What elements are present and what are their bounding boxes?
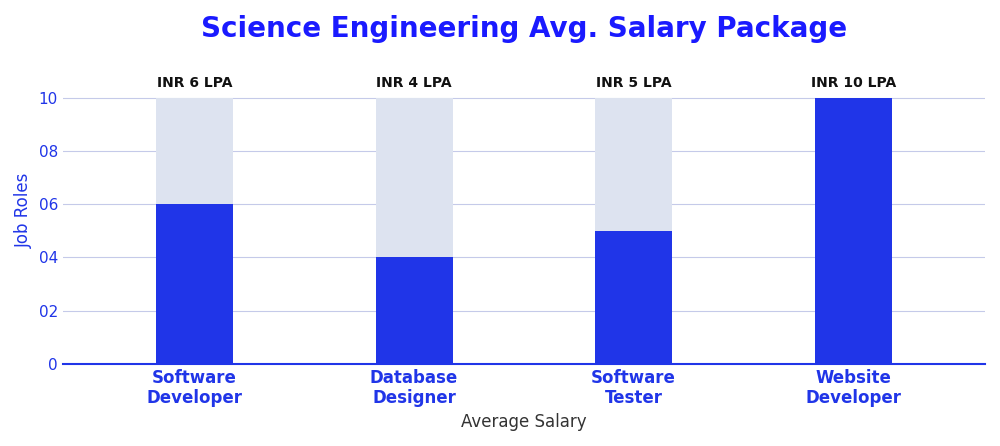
Bar	[376, 257, 453, 364]
Title: Science Engineering Avg. Salary Package: Science Engineering Avg. Salary Package	[201, 15, 847, 43]
Y-axis label: Job Roles: Job Roles	[15, 173, 33, 248]
X-axis label: Average Salary: Average Salary	[461, 413, 587, 431]
Bar	[595, 231, 672, 364]
Bar	[156, 204, 233, 364]
Text: INR 10 LPA: INR 10 LPA	[811, 76, 896, 90]
Text: INR 5 LPA: INR 5 LPA	[596, 76, 671, 90]
Bar	[376, 98, 453, 364]
Bar	[815, 98, 892, 364]
Bar	[156, 98, 233, 364]
Text: INR 4 LPA: INR 4 LPA	[376, 76, 452, 90]
Text: INR 6 LPA: INR 6 LPA	[157, 76, 232, 90]
Bar	[595, 98, 672, 364]
